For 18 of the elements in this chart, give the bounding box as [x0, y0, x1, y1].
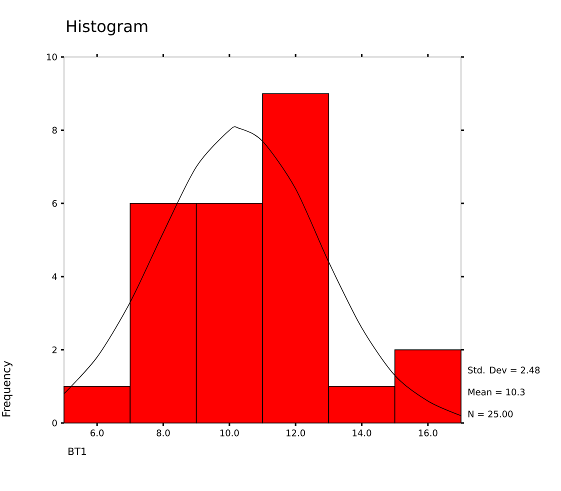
y-tick-label: 0	[52, 420, 57, 426]
x-tick-label: 14.0	[352, 430, 372, 436]
y-tick-label: 6	[52, 200, 57, 207]
y-tick-label: 2	[52, 346, 57, 354]
y-tick-label: 10	[47, 54, 57, 60]
x-tick-label: 12.0	[286, 430, 306, 436]
y-tick-label: 8	[52, 126, 57, 134]
y-axis-title: Frequency	[2, 360, 12, 416]
text: Mean = 10.3	[468, 388, 525, 396]
y-tick-label: 4	[52, 273, 57, 280]
text: N = 25.00	[468, 410, 513, 418]
chart-title: Histogram	[67, 20, 148, 36]
x-axis-title: BT1	[68, 448, 86, 455]
text: Std. Dev = 2.48	[468, 366, 540, 374]
x-tick-label: 16.0	[418, 430, 438, 436]
x-tick-label: 6.0	[90, 430, 104, 436]
x-tick-label: 10.0	[220, 430, 239, 436]
x-tick-label: 8.0	[156, 430, 170, 436]
